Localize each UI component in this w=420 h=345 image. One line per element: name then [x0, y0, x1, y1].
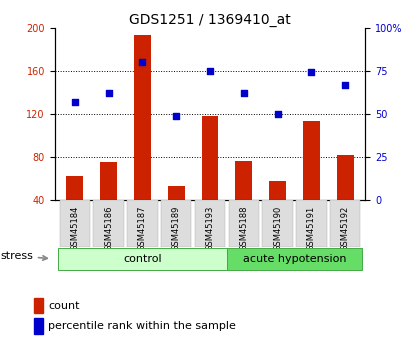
Text: acute hypotension: acute hypotension [243, 254, 346, 264]
FancyBboxPatch shape [330, 200, 360, 247]
Text: count: count [48, 301, 79, 311]
Bar [202, 116, 218, 200]
Point [105, 90, 112, 96]
Text: GSM45187: GSM45187 [138, 206, 147, 251]
Point [342, 82, 349, 87]
FancyBboxPatch shape [60, 200, 90, 247]
FancyBboxPatch shape [227, 248, 362, 270]
Point [308, 70, 315, 75]
FancyBboxPatch shape [228, 200, 259, 247]
Point [173, 113, 180, 118]
Point [139, 59, 146, 65]
Bar [100, 162, 117, 200]
Bar [303, 121, 320, 200]
FancyBboxPatch shape [93, 200, 124, 247]
FancyBboxPatch shape [296, 200, 327, 247]
Text: GSM45193: GSM45193 [205, 206, 215, 251]
Bar [168, 186, 185, 200]
Text: control: control [123, 254, 162, 264]
Text: GSM45184: GSM45184 [71, 206, 79, 251]
Text: GSM45186: GSM45186 [104, 206, 113, 251]
Text: GSM45190: GSM45190 [273, 206, 282, 251]
FancyBboxPatch shape [195, 200, 225, 247]
Bar [235, 161, 252, 200]
FancyBboxPatch shape [58, 248, 227, 270]
Text: GSM45191: GSM45191 [307, 206, 316, 251]
Title: GDS1251 / 1369410_at: GDS1251 / 1369410_at [129, 12, 291, 27]
Bar [66, 176, 83, 200]
FancyBboxPatch shape [262, 200, 293, 247]
FancyBboxPatch shape [127, 200, 158, 247]
Text: stress: stress [0, 251, 47, 261]
FancyBboxPatch shape [161, 200, 192, 247]
Point [274, 111, 281, 117]
Point [207, 68, 213, 73]
Text: GSM45192: GSM45192 [341, 206, 349, 251]
Bar [34, 318, 42, 334]
Bar [34, 298, 42, 313]
Text: GSM45189: GSM45189 [172, 206, 181, 251]
Bar [337, 155, 354, 200]
Text: GSM45188: GSM45188 [239, 206, 248, 251]
Point [71, 99, 78, 105]
Point [240, 90, 247, 96]
Bar [134, 35, 151, 200]
Text: percentile rank within the sample: percentile rank within the sample [48, 321, 236, 331]
Bar [269, 181, 286, 200]
